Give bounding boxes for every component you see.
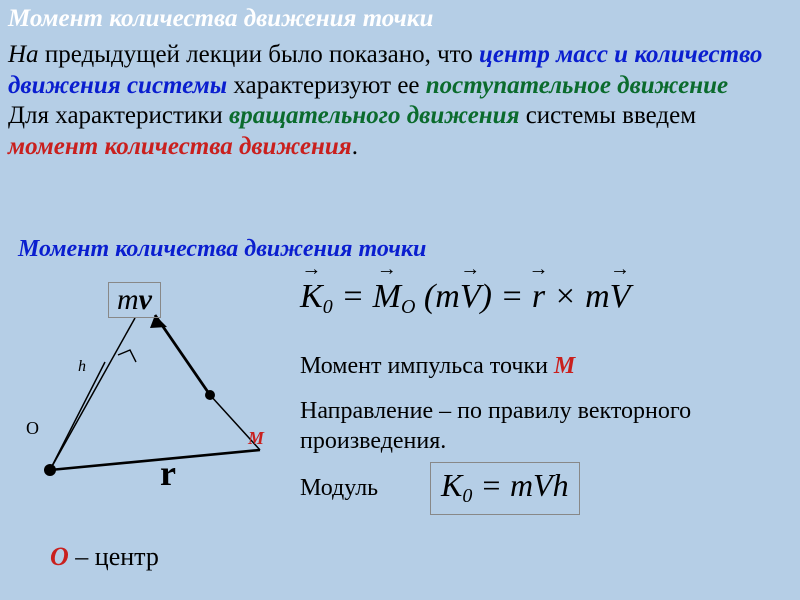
- center-O: О: [50, 542, 69, 571]
- diagram-label-O: О: [26, 418, 39, 439]
- sym-V: →V: [460, 278, 481, 316]
- text-run: системы введем: [519, 102, 696, 129]
- desc-direction: Направление – по правилу векторного прои…: [300, 396, 792, 456]
- text-run: .: [352, 133, 358, 160]
- diagram-label-r: r: [160, 452, 176, 494]
- sym-eq: =: [500, 278, 531, 315]
- vector-arrow-icon: →: [528, 258, 548, 281]
- diagram-label-M: М: [248, 428, 264, 449]
- formula-modulus: K0 = mVh: [430, 462, 580, 515]
- sym-M: →M: [373, 278, 401, 316]
- formula-angular-momentum: →K0 = →MO (m→V) = →r × m→V: [300, 278, 630, 319]
- sub-heading: Момент количества движения точки: [18, 236, 426, 263]
- sym-rhs: mVh: [510, 467, 569, 503]
- text-run: Момент импульса точки: [300, 353, 554, 379]
- sym-m: m: [117, 283, 139, 316]
- diagram-svg: [30, 300, 290, 550]
- sym-times: ×: [554, 278, 585, 315]
- point-M-label: М: [554, 353, 575, 379]
- sym-K-sub: 0: [323, 296, 333, 318]
- sym-K-sub: 0: [462, 485, 472, 507]
- slide-title: Момент количества движения точки: [8, 5, 792, 33]
- emph-green: вращательного движения: [229, 102, 519, 129]
- o-center-label: О – центр: [50, 542, 159, 572]
- vector-arrow-icon: →: [377, 258, 397, 281]
- text-run: На: [8, 41, 39, 68]
- diagram-label-h: h: [78, 358, 86, 376]
- text-run: предыдущей лекции было показано, что: [39, 41, 479, 68]
- vector-arrow-icon: →: [301, 258, 321, 281]
- sym-V: →V: [610, 278, 631, 316]
- vector-diagram: О h М r mv: [30, 300, 290, 550]
- main-paragraph: На предыдущей лекции было показано, что …: [8, 40, 788, 162]
- sym-m: m: [435, 278, 460, 315]
- sym-K: K: [441, 467, 462, 503]
- sym-eq: =: [472, 467, 510, 503]
- diagram-label-mv: mv: [108, 282, 161, 318]
- text-run: Для характеристики: [8, 102, 229, 129]
- slide: Момент количества движения точки На пред…: [0, 0, 800, 600]
- sym-rparen: ): [481, 278, 492, 315]
- sym-m: m: [585, 278, 610, 315]
- vector-arrow-icon: →: [460, 258, 480, 281]
- emph-red: момент количества движения: [8, 133, 352, 160]
- sym-r: →r: [532, 278, 545, 316]
- sym-eq: =: [341, 278, 372, 315]
- emph-green: поступательное движение: [426, 72, 728, 99]
- desc-modulus: Модуль: [300, 475, 378, 502]
- desc-impulse: Момент импульса точки М: [300, 353, 575, 380]
- text-run: – центр: [69, 542, 159, 571]
- sym-M-sub: O: [401, 296, 415, 318]
- sym-lparen: (: [424, 278, 435, 315]
- sym-v: v: [139, 283, 152, 316]
- sym-K: →K: [300, 278, 323, 316]
- text-run: характеризуют ее: [227, 72, 426, 99]
- vector-arrow-icon: →: [610, 258, 630, 281]
